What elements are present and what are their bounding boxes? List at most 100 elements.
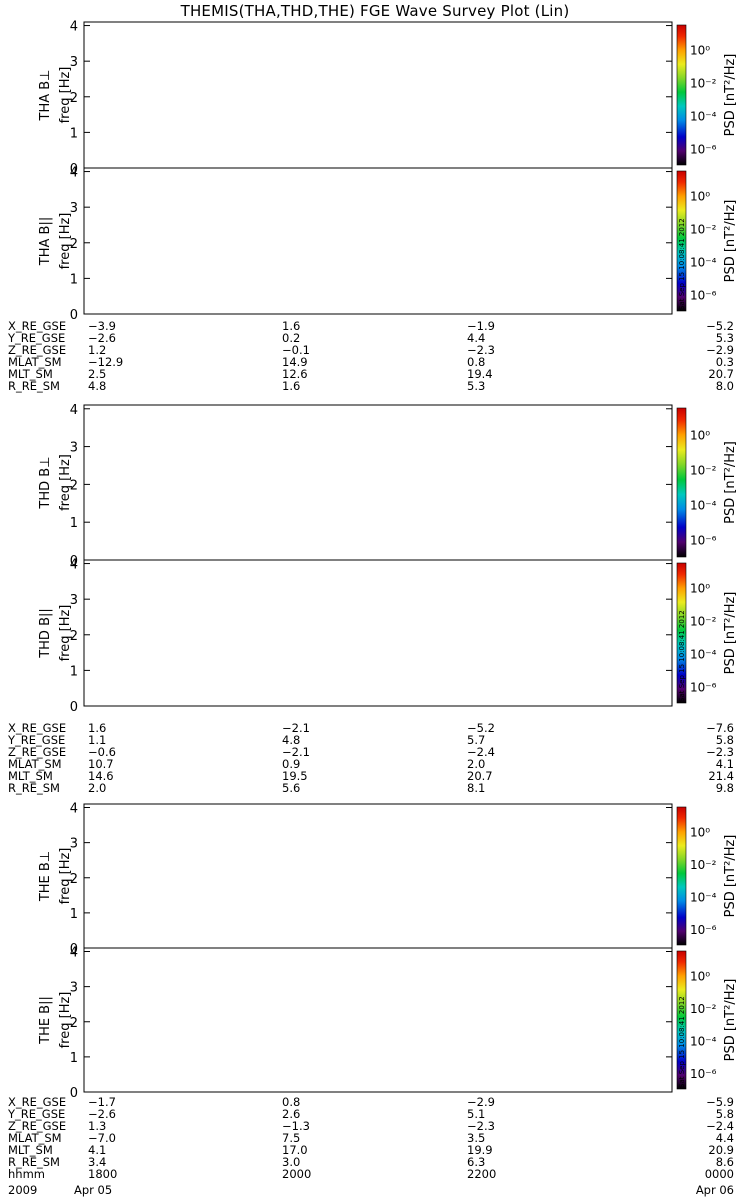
ephemeris-value: −2.1 xyxy=(282,721,310,735)
colorbar-label: PSD [nT²/Hz] xyxy=(723,835,738,918)
ephemeris-value: 14.9 xyxy=(282,355,308,369)
ephemeris-value: 4.4 xyxy=(715,1131,734,1145)
ephemeris-row: MLAT_SM −7.0 7.5 3.5 4.4 xyxy=(0,1132,740,1144)
colorbar-tick-label: 10⁻⁴ xyxy=(690,890,717,904)
ephemeris-value: 20.9 xyxy=(708,1143,734,1157)
colorbar xyxy=(676,24,687,166)
ephemeris-value: 1800 xyxy=(88,1167,118,1181)
panel-label: THE B⊥ xyxy=(38,851,53,902)
ephemeris-value: 2000 xyxy=(282,1167,312,1181)
colorbar-tick-label: 10⁰ xyxy=(690,190,710,204)
ephemeris-value: 5.6 xyxy=(282,781,301,795)
ephemeris-value: −1.3 xyxy=(282,1119,310,1133)
y-tick-label: 2 xyxy=(70,629,78,644)
chart-title: THEMIS(THA,THD,THE) FGE Wave Survey Plot… xyxy=(180,2,570,20)
ephemeris-label: MLT_SM xyxy=(8,769,53,783)
ephemeris-value: 4.1 xyxy=(715,757,734,771)
colorbar-tick-label: 10⁻⁶ xyxy=(690,1067,717,1081)
ephemeris-value: 14.6 xyxy=(88,769,114,783)
ephemeris-row: X_RE_GSE −3.9 1.6 −1.9 −5.2 xyxy=(0,320,740,332)
ephemeris-value: 4.4 xyxy=(467,331,486,345)
y-tick-label: 2 xyxy=(70,91,78,106)
colorbar xyxy=(676,806,687,946)
ephemeris-value: 5.8 xyxy=(715,733,734,747)
y-tick-label: 1 xyxy=(70,516,78,531)
ephemeris-value: 20.7 xyxy=(467,769,493,783)
panel-label: THE B|| xyxy=(38,996,53,1045)
colorbar-tick-label: 10⁻² xyxy=(690,1002,717,1016)
panel-frame xyxy=(83,947,673,1093)
y-axis-label: freq [Hz] xyxy=(58,992,73,1049)
ephemeris-value: −2.3 xyxy=(467,1119,495,1133)
ephemeris-row: R_RE_SM 3.4 3.0 6.3 8.6 xyxy=(0,1156,740,1168)
ephemeris-value: −12.9 xyxy=(88,355,124,369)
timestamp-label: Sat Sep 15 10:08:41 2012 xyxy=(678,610,686,702)
timestamp-label: Sat Sep 15 10:08:41 2012 xyxy=(678,996,686,1088)
ephemeris-value: 2.5 xyxy=(88,367,107,381)
year-label: 2009 xyxy=(8,1183,38,1197)
y-tick-label: 3 xyxy=(70,201,78,216)
ephemeris-label: Y_RE_GSE xyxy=(8,1107,66,1121)
ephemeris-row: hhmm 1800 2000 2200 0000 xyxy=(0,1168,740,1180)
colorbar xyxy=(676,950,687,1090)
ephemeris-row: Y_RE_GSE −2.6 0.2 4.4 5.3 xyxy=(0,332,740,344)
ephemeris-value: −5.9 xyxy=(706,1095,734,1109)
y-tick-label: 4 xyxy=(70,20,78,35)
spectrogram-panel-2: 0 1 2 3 4 THA B|| freq [Hz] 10⁰ 10⁻² 10⁻⁴ 10⁻⁶ PSD … xyxy=(38,166,738,323)
colorbar-tick-label: 10⁰ xyxy=(690,44,710,58)
ephemeris-value: 0.2 xyxy=(282,331,301,345)
y-tick-label: 3 xyxy=(70,593,78,608)
y-tick-label: 2 xyxy=(70,237,78,252)
ephemeris-value: −2.4 xyxy=(467,745,495,759)
ephemeris-value: 19.5 xyxy=(282,769,308,783)
panel-frame xyxy=(83,559,673,707)
ephemeris-label: R_RE_SM xyxy=(8,781,60,795)
ephemeris-value: 19.4 xyxy=(467,367,493,381)
ephemeris-value: 2200 xyxy=(467,1167,497,1181)
ephemeris-value: −2.6 xyxy=(88,331,116,345)
y-tick-label: 1 xyxy=(70,1051,78,1066)
spectrogram-panel-5: 0 1 2 3 4 THE B⊥ freq [Hz] 10⁰ 10⁻² 10⁻⁴ 10⁻⁶ PSD [… xyxy=(38,802,738,957)
ephemeris-value: 1.1 xyxy=(88,733,107,747)
ephemeris-label: Z_RE_GSE xyxy=(8,1119,67,1133)
ephemeris-value: 0.8 xyxy=(467,355,486,369)
ephemeris-value: 9.8 xyxy=(715,781,734,795)
ephemeris-value: 5.3 xyxy=(715,331,734,345)
y-tick-label: 2 xyxy=(70,1016,78,1031)
ephemeris-value: 0.9 xyxy=(282,757,301,771)
colorbar-tick-label: 10⁻⁶ xyxy=(690,143,717,157)
colorbar-tick-label: 10⁻² xyxy=(690,615,717,629)
panel-frame xyxy=(83,167,673,315)
ephemeris-value: −7.0 xyxy=(88,1131,116,1145)
panel-label: THA B⊥ xyxy=(38,70,53,122)
ephemeris-value: −7.6 xyxy=(706,721,734,735)
ephemeris-label: R_RE_SM xyxy=(8,379,60,393)
ephemeris-value: 0.8 xyxy=(282,1095,301,1109)
ephemeris-value: 5.8 xyxy=(715,1107,734,1121)
y-tick-label: 3 xyxy=(70,837,78,852)
ephemeris-value: −2.4 xyxy=(706,1119,734,1133)
colorbar-tick-label: 10⁻² xyxy=(690,858,717,872)
ephemeris-label: Y_RE_GSE xyxy=(8,331,66,345)
ephemeris-value: −1.7 xyxy=(88,1095,116,1109)
ephemeris-value: 8.1 xyxy=(467,781,486,795)
ephemeris-value: −3.9 xyxy=(88,319,116,333)
y-tick-label: 4 xyxy=(70,802,78,817)
ephemeris-value: 3.4 xyxy=(88,1155,107,1169)
y-axis-label: freq [Hz] xyxy=(58,213,73,270)
ephemeris-value: 19.9 xyxy=(467,1143,493,1157)
colorbar-label: PSD [nT²/Hz] xyxy=(723,979,738,1062)
y-axis-label: freq [Hz] xyxy=(58,848,73,905)
ephemeris-label: X_RE_GSE xyxy=(8,1095,67,1109)
ephemeris-row: R_RE_SM 2.0 5.6 8.1 9.8 xyxy=(0,782,740,794)
ephemeris-value: −2.9 xyxy=(706,343,734,357)
y-tick-label: 1 xyxy=(70,126,78,141)
ephemeris-label: Z_RE_GSE xyxy=(8,343,67,357)
ephemeris-value: 12.6 xyxy=(282,367,308,381)
ephemeris-row: MLAT_SM −12.9 14.9 0.8 0.3 xyxy=(0,356,740,368)
panel-label: THA B|| xyxy=(38,217,53,266)
colorbar-tick-label: 10⁻² xyxy=(690,463,717,477)
ephemeris-row: X_RE_GSE 1.6 −2.1 −5.2 −7.6 xyxy=(0,722,740,734)
y-tick-label: 0 xyxy=(70,308,78,323)
y-tick-label: 2 xyxy=(70,872,78,887)
